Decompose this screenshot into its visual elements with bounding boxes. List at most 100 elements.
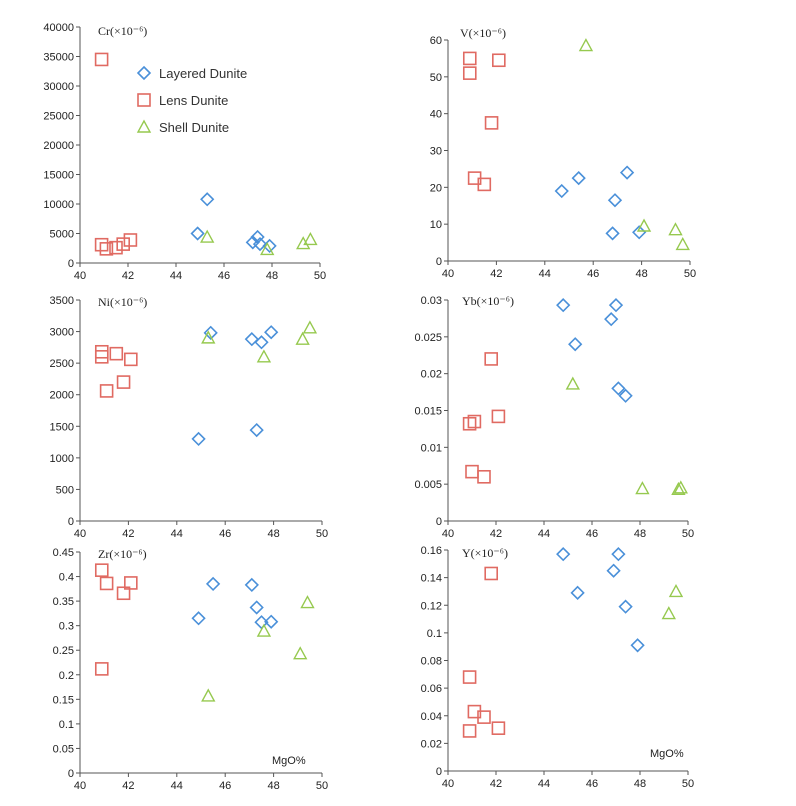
data-point-lens-dunite	[484, 116, 499, 130]
legend-marker-lens-dunite	[137, 93, 151, 107]
y-tick-label: 500	[56, 484, 74, 496]
data-point-lens-dunite	[94, 237, 109, 252]
y-tick-label: 3000	[50, 327, 74, 339]
data-point-layered-dunite	[611, 381, 626, 396]
data-point-layered-dunite	[264, 614, 279, 629]
data-point-layered-dunite	[630, 638, 645, 653]
x-tick-label: 42	[490, 268, 502, 280]
x-tick-label: 42	[122, 270, 134, 282]
y-tick-label: 0	[436, 256, 442, 268]
x-tick-label: 48	[266, 270, 278, 282]
legend: Layered Dunite Lens Dunite Shell Dunite	[136, 65, 247, 135]
data-point-layered-dunite	[556, 298, 571, 313]
data-point-layered-dunite	[200, 192, 215, 207]
data-point-layered-dunite	[606, 563, 621, 578]
y-tick-label: 0.16	[421, 545, 442, 557]
data-point-lens-dunite	[99, 242, 114, 256]
data-point-layered-dunite	[556, 547, 571, 562]
data-point-shell-dunite	[578, 38, 594, 52]
y-tick-label: 0	[68, 258, 74, 270]
x-tick-label: 40	[442, 528, 454, 540]
x-tick-label: 46	[219, 780, 231, 792]
data-point-layered-dunite	[191, 431, 206, 447]
x-tick-label: 46	[219, 528, 231, 540]
data-point-lens-dunite	[462, 670, 477, 684]
y-tick-label: 0.15	[53, 694, 74, 706]
data-point-layered-dunite	[604, 312, 619, 327]
data-point-layered-dunite	[619, 165, 635, 180]
x-tick-label: 42	[122, 780, 134, 792]
data-point-lens-dunite	[99, 576, 114, 591]
y-tick-label: 0.12	[421, 600, 442, 612]
panel-2: 0 10 20 30 40 50 60 40 42 44 46 48 50 V(×10⁻⁶)	[430, 26, 696, 280]
data-point-shell-dunite	[200, 229, 215, 243]
x-tick-label: 48	[267, 780, 279, 792]
data-point-lens-dunite	[491, 409, 506, 424]
y-tick-label: 2500	[50, 358, 74, 370]
data-point-lens-dunite	[477, 177, 492, 192]
y-tick-label: 40000	[43, 22, 74, 34]
legend-label: Layered Dunite	[159, 66, 247, 81]
data-point-lens-dunite	[123, 233, 138, 247]
panel-3: 0 500 1000 1500 2000 2500 3000 3500 40 42 44 46 48 50…	[50, 295, 329, 540]
data-point-lens-dunite	[467, 414, 482, 429]
y-tick-label: 1500	[50, 421, 74, 433]
data-point-shell-dunite	[661, 606, 676, 620]
panel-title: Cr(×10⁻⁶)	[98, 24, 147, 38]
data-point-layered-dunite	[554, 183, 569, 199]
y-tick-label: 0.1	[59, 719, 74, 731]
y-tick-label: 2000	[50, 390, 74, 402]
x-tick-label: 42	[122, 528, 134, 540]
x-tick-label: 50	[682, 778, 694, 790]
data-point-shell-dunite	[295, 331, 310, 345]
legend-marker-shell-dunite	[136, 119, 152, 133]
y-tick-label: 0	[436, 766, 442, 778]
data-point-lens-dunite	[94, 344, 109, 359]
legend-label: Lens Dunite	[159, 93, 228, 108]
x-tick-label: 50	[316, 780, 328, 792]
x-tick-label: 48	[635, 268, 647, 280]
data-point-shell-dunite	[565, 376, 580, 390]
data-point-lens-dunite	[124, 352, 138, 367]
data-point-lens-dunite	[109, 346, 124, 361]
data-point-layered-dunite	[205, 576, 221, 592]
data-point-layered-dunite	[252, 236, 268, 252]
y-tick-label: 40	[430, 109, 442, 121]
y-tick-label: 10000	[43, 199, 74, 211]
x-tick-label: 44	[170, 270, 182, 282]
data-point-layered-dunite	[618, 599, 633, 614]
x-tick-label: 48	[634, 528, 646, 540]
x-tick-label: 40	[74, 528, 86, 540]
data-point-lens-dunite	[477, 469, 491, 484]
data-point-lens-dunite	[94, 52, 109, 67]
data-point-lens-dunite	[462, 724, 477, 738]
y-tick-label: 5000	[50, 229, 74, 241]
panel-6: 0 0.02 0.04 0.06 0.08 0.1 0.12 0.14 0.16 40 42 44 46…	[421, 545, 695, 790]
y-tick-label: 1000	[50, 453, 74, 465]
x-tick-label: 50	[314, 270, 326, 282]
data-point-layered-dunite	[190, 226, 205, 241]
y-tick-label: 20000	[43, 140, 74, 152]
x-tick-label: 42	[490, 528, 502, 540]
data-point-layered-dunite	[570, 585, 585, 600]
data-point-shell-dunite	[201, 688, 216, 702]
data-point-layered-dunite	[571, 170, 586, 186]
y-tick-label: 50	[430, 72, 442, 84]
y-tick-label: 0.02	[421, 738, 442, 750]
data-point-shell-dunite	[296, 236, 311, 250]
x-tick-label: 46	[218, 270, 230, 282]
data-point-layered-dunite	[203, 325, 218, 340]
data-point-shell-dunite	[671, 481, 686, 496]
x-tick-label: 48	[267, 528, 279, 540]
data-point-lens-dunite	[462, 66, 477, 80]
data-point-lens-dunite	[99, 384, 114, 398]
data-point-lens-dunite	[116, 586, 131, 601]
data-point-layered-dunite	[244, 577, 259, 593]
data-point-lens-dunite	[94, 563, 109, 577]
data-point-shell-dunite	[260, 241, 275, 256]
x-tick-label: 46	[587, 268, 599, 280]
x-tick-label: 44	[171, 780, 183, 792]
data-point-lens-dunite	[462, 416, 477, 431]
data-point-lens-dunite	[116, 237, 130, 251]
data-point-lens-dunite	[116, 375, 131, 389]
